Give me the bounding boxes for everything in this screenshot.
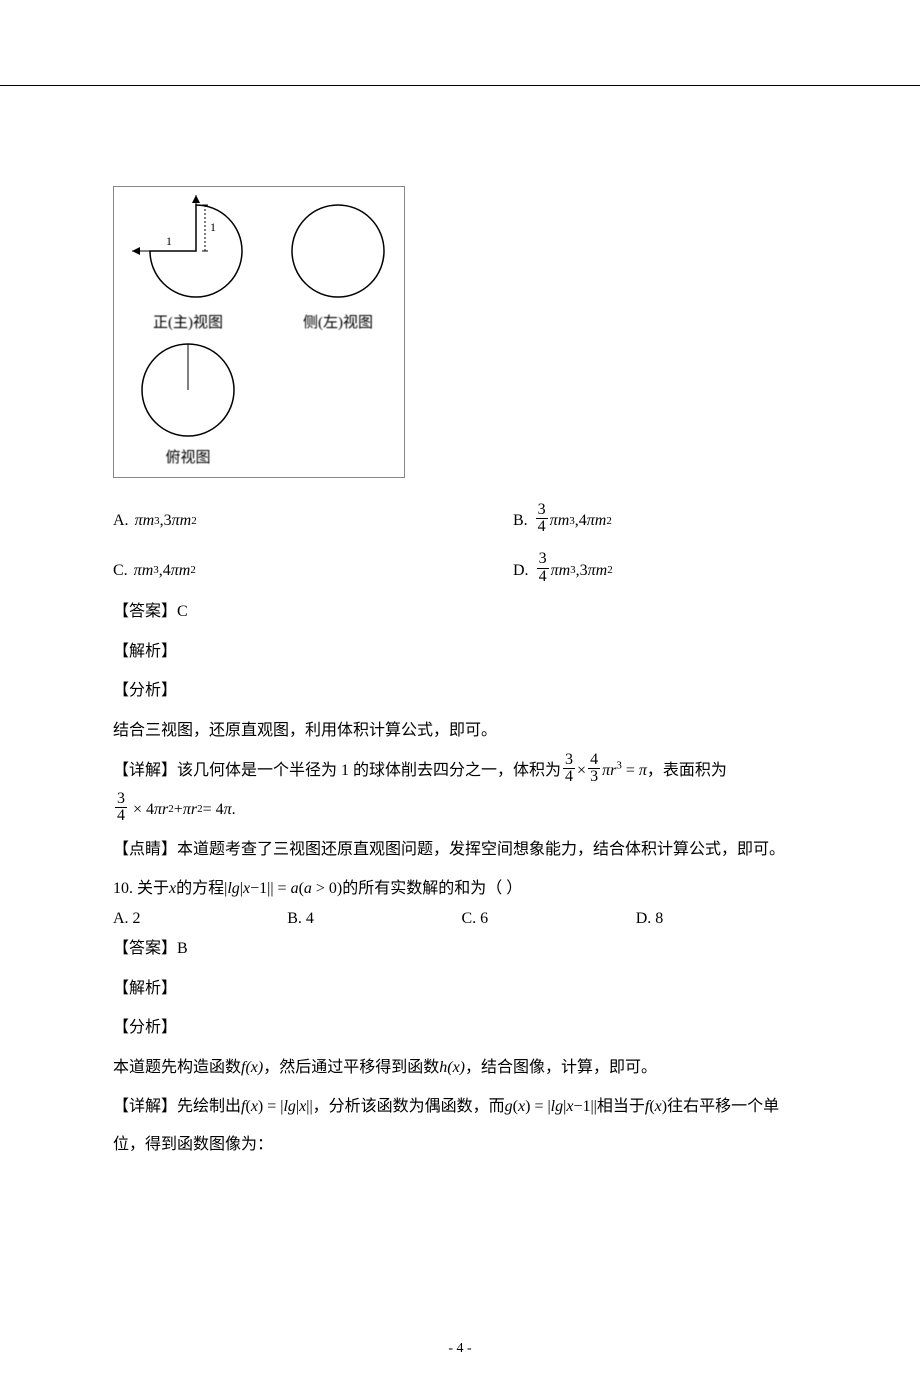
q10-option-C: C. 6 [462,910,636,928]
q10-options: A. 2 B. 4 C. 6 D. 8 [113,910,810,928]
dim-1-v: 1 [210,220,216,234]
q10-answer: 【答案】B [113,930,810,968]
q10-option-B: B. 4 [287,910,461,928]
side-view-cell: 侧(左)视图 [286,195,390,332]
q9-fenxi-text: 结合三视图，还原直观图，利用体积计算公式，即可。 [113,712,810,750]
q10-fenxi-text: 本道题先构造函数f(x)，然后通过平移得到函数h(x)，结合图像，计算，即可。 [113,1049,810,1087]
side-view-svg [286,195,390,307]
front-view-label: 正(主)视图 [128,311,248,332]
q9-fenxi-label: 【分析】 [113,672,810,710]
front-view-cell: 1 1 正(主)视图 [128,195,248,332]
option-C: C. πm3,4πm2 [113,550,513,592]
option-B: B. 34 πm3,4πm2 [513,500,810,542]
front-view-svg: 1 1 [128,195,248,307]
page-number: - 4 - [0,1341,920,1357]
three-view-figure: 1 1 正(主)视图 侧(左)视图 俯视图 [113,186,405,478]
q9-options-row-2: C. πm3,4πm2 D. 34 πm3,3πm2 [113,550,810,592]
q10-jiexi: 【解析】 [113,970,810,1008]
side-view-label: 侧(左)视图 [286,311,390,332]
q9-jiexi: 【解析】 [113,633,810,671]
q10-xiangjie: 【详解】先绘制出f(x) = |lg|x||，分析该函数为偶函数，而g(x) =… [113,1088,810,1163]
q10-option-A: A. 2 [113,910,287,928]
option-D: D. 34 πm3,3πm2 [513,550,810,592]
q9-answer: 【答案】C [113,593,810,631]
q9-dianjing: 【点睛】本道题考查了三视图还原直观图问题，发挥空间想象能力，结合体积计算公式，即… [113,831,810,869]
q10-stem: 10. 关于x的方程|lg|x−1|| = a(a > 0)的所有实数解的和为（… [113,870,810,908]
q10-fenxi-label: 【分析】 [113,1009,810,1047]
q10-option-D: D. 8 [636,910,810,928]
q9-options-row-1: A. πm3,3πm2 B. 34 πm3,4πm2 [113,500,810,542]
top-view-cell: 俯视图 [128,338,248,467]
q9-xiangjie: 【详解】该几何体是一个半径为 1 的球体削去四分之一，体积为34×43πr3 =… [113,752,810,790]
q9-xiangjie-line2: 34 × 4πr2 + πr2 = 4π. [113,791,810,829]
dim-1-h: 1 [166,234,172,248]
top-view-label: 俯视图 [128,446,248,467]
option-A: A. πm3,3πm2 [113,500,513,542]
top-view-svg [128,338,248,442]
